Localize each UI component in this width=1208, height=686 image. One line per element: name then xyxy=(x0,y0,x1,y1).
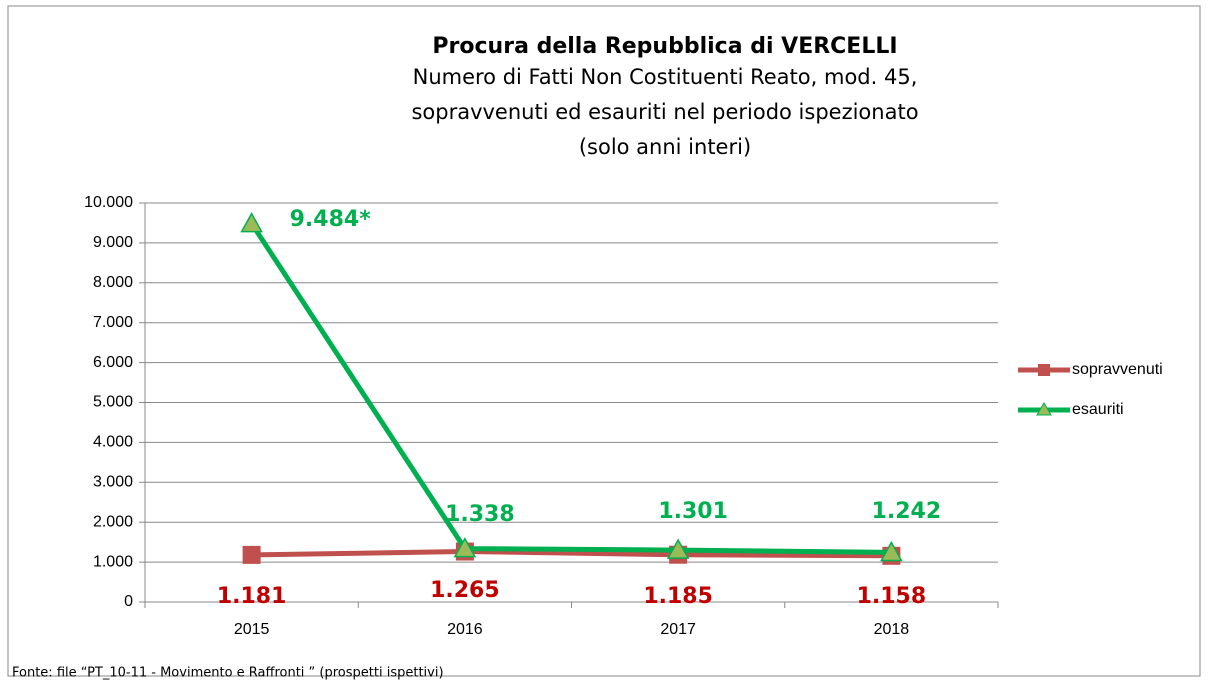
data-label: 1.158 xyxy=(857,584,927,609)
chart-frame xyxy=(7,5,1201,677)
chart-subtitle: sopravvenuti ed esauriti nel periodo isp… xyxy=(411,100,918,124)
marker xyxy=(453,537,477,558)
series-line xyxy=(249,222,892,555)
data-label: 9.484* xyxy=(290,207,372,232)
data-label: 1.265 xyxy=(430,578,500,603)
x-tick-label: 2015 xyxy=(234,621,270,638)
data-label: 1.181 xyxy=(217,584,287,609)
legend-marker xyxy=(1036,402,1052,416)
y-tick-label: 4.000 xyxy=(93,434,133,451)
y-tick-label: 9.000 xyxy=(93,234,133,251)
x-tick-label: 2016 xyxy=(447,621,483,638)
legend-marker xyxy=(1038,364,1050,376)
data-label: 1.185 xyxy=(643,584,713,609)
legend-label: esauriti xyxy=(1072,401,1124,418)
chart-subtitle: (solo anni interi) xyxy=(579,135,751,159)
marker xyxy=(240,212,263,233)
marker xyxy=(242,545,261,564)
y-tick-label: 5.000 xyxy=(93,394,133,411)
y-tick-label: 1.000 xyxy=(93,553,133,570)
y-tick-label: 3.000 xyxy=(93,474,133,491)
legend-label: sopravvenuti xyxy=(1072,361,1163,378)
data-label: 1.242 xyxy=(872,499,942,524)
y-tick-label: 2.000 xyxy=(93,513,133,530)
y-tick-label: 0 xyxy=(124,593,133,610)
data-label: 1.338 xyxy=(445,502,515,527)
chart-subtitle: Numero di Fatti Non Costituenti Reato, m… xyxy=(413,65,918,89)
y-tick-label: 8.000 xyxy=(93,274,133,291)
y-tick-label: 7.000 xyxy=(93,314,133,331)
x-tick-label: 2017 xyxy=(660,621,696,638)
series-line xyxy=(251,549,892,559)
y-tick-label: 10.000 xyxy=(84,194,133,211)
source-note: Fonte: file “PT_10-11 - Movimento e Raff… xyxy=(12,666,444,681)
data-label: 1.301 xyxy=(658,499,728,524)
marker xyxy=(666,538,690,559)
y-tick-label: 6.000 xyxy=(93,354,133,371)
x-tick-label: 2018 xyxy=(874,621,910,638)
chart-title: Procura della Repubblica di VERCELLI xyxy=(432,34,897,59)
marker xyxy=(880,540,903,562)
